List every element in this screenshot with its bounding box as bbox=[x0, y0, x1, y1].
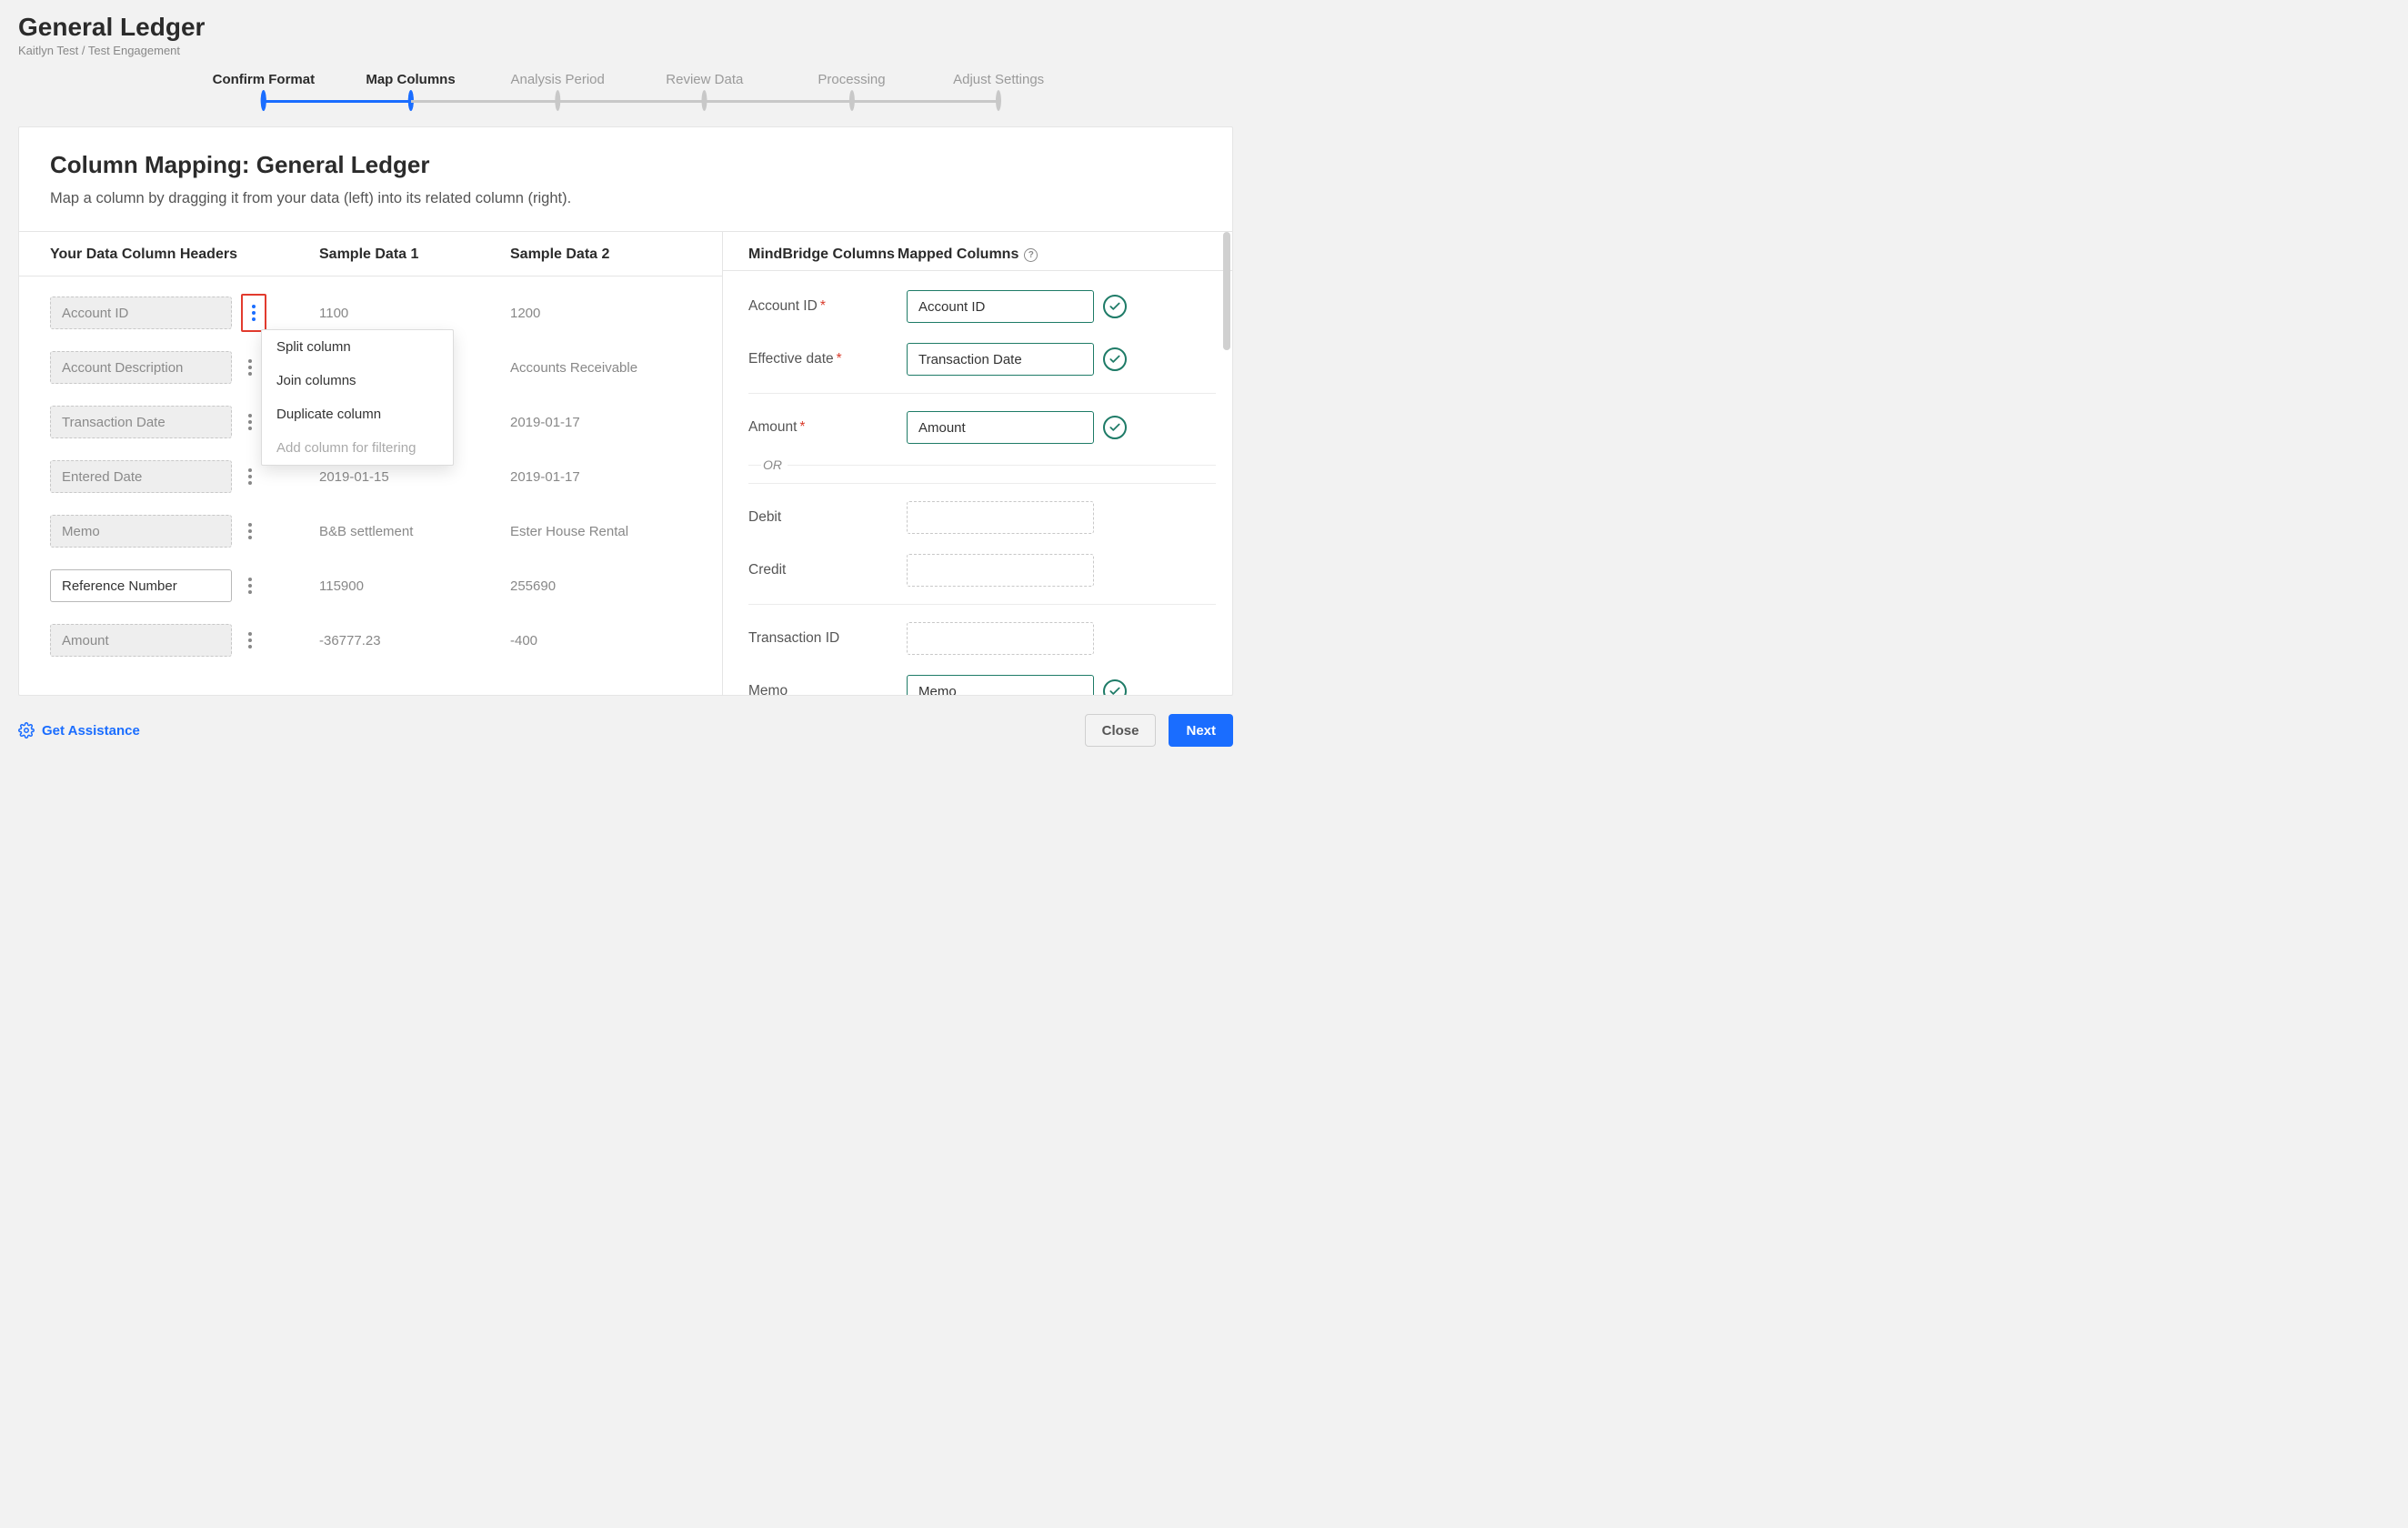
menu-item-split-column[interactable]: Split column bbox=[262, 330, 453, 364]
mapped-column-dropzone[interactable]: Amount bbox=[907, 411, 1094, 444]
sample-data-2: Accounts Receivable bbox=[510, 360, 691, 376]
mapping-row: Amount* Amount bbox=[748, 401, 1216, 454]
get-assistance-label: Get Assistance bbox=[42, 723, 140, 739]
mindbridge-column-label: Effective date* bbox=[748, 351, 898, 367]
mapping-row: Credit bbox=[748, 544, 1216, 597]
sample-data-1: -36777.23 bbox=[319, 633, 499, 648]
step-review-data[interactable]: Review Data bbox=[666, 72, 743, 108]
divider bbox=[748, 393, 1216, 394]
menu-item-join-columns[interactable]: Join columns bbox=[262, 364, 453, 397]
column-options-menu: Split columnJoin columnsDuplicate column… bbox=[261, 329, 454, 466]
mapping-row: Memo Memo bbox=[748, 665, 1216, 695]
source-column-chip[interactable]: Transaction Date bbox=[50, 406, 232, 438]
close-button[interactable]: Close bbox=[1085, 714, 1157, 747]
source-row: Reference Number 115900 255690 bbox=[50, 558, 691, 613]
right-panel: MindBridge Columns Mapped Columns ? Acco… bbox=[723, 232, 1232, 695]
scrollbar[interactable] bbox=[1223, 232, 1230, 695]
menu-item-add-column-for-filtering: Add column for filtering bbox=[262, 431, 453, 465]
required-asterisk: * bbox=[820, 298, 826, 314]
help-icon[interactable]: ? bbox=[1024, 248, 1038, 262]
main-card: Column Mapping: General Ledger Map a col… bbox=[18, 126, 1233, 696]
step-processing[interactable]: Processing bbox=[818, 72, 885, 108]
menu-item-duplicate-column[interactable]: Duplicate column bbox=[262, 397, 453, 431]
sample-data-2: 2019-01-17 bbox=[510, 415, 691, 430]
step-adjust-settings[interactable]: Adjust Settings bbox=[953, 72, 1044, 108]
left-panel: Your Data Column Headers Sample Data 1 S… bbox=[19, 232, 723, 695]
get-assistance-link[interactable]: Get Assistance bbox=[18, 722, 140, 739]
card-title: Column Mapping: General Ledger bbox=[50, 151, 1201, 179]
step-confirm-format[interactable]: Confirm Format bbox=[213, 72, 316, 108]
sample-data-1: 115900 bbox=[319, 578, 499, 594]
or-separator: OR bbox=[748, 454, 1216, 476]
check-icon bbox=[1103, 679, 1127, 695]
left-heading-sample2: Sample Data 2 bbox=[510, 246, 691, 263]
mapped-column-dropzone[interactable]: Transaction Date bbox=[907, 343, 1094, 376]
mapped-column-dropzone[interactable] bbox=[907, 501, 1094, 534]
step-label: Adjust Settings bbox=[953, 72, 1044, 87]
divider bbox=[748, 604, 1216, 605]
mapping-row: Effective date* Transaction Date bbox=[748, 333, 1216, 386]
gear-icon bbox=[18, 722, 35, 739]
column-options-kebab-icon[interactable] bbox=[245, 299, 263, 327]
column-options-kebab-icon[interactable] bbox=[241, 627, 259, 654]
column-options-kebab-icon[interactable] bbox=[241, 572, 259, 599]
step-label: Processing bbox=[818, 72, 885, 87]
page-title: General Ledger bbox=[18, 13, 1233, 42]
check-icon bbox=[1103, 295, 1127, 318]
check-icon bbox=[1103, 347, 1127, 371]
divider bbox=[748, 483, 1216, 484]
column-options-kebab-icon[interactable] bbox=[241, 354, 259, 381]
source-column-chip[interactable]: Account ID bbox=[50, 297, 232, 329]
sample-data-2: 1200 bbox=[510, 306, 691, 321]
right-heading-col2: Mapped Columns bbox=[898, 246, 1018, 263]
mapping-row: Debit bbox=[748, 491, 1216, 544]
sample-data-2: 2019-01-17 bbox=[510, 469, 691, 485]
mapped-column-dropzone[interactable]: Account ID bbox=[907, 290, 1094, 323]
source-column-chip[interactable]: Account Description bbox=[50, 351, 232, 384]
step-label: Confirm Format bbox=[213, 72, 316, 87]
column-options-kebab-icon[interactable] bbox=[241, 518, 259, 545]
sample-data-2: Ester House Rental bbox=[510, 524, 691, 539]
mindbridge-column-label: Amount* bbox=[748, 419, 898, 436]
column-options-kebab-icon[interactable] bbox=[241, 463, 259, 490]
step-label: Map Columns bbox=[366, 72, 455, 87]
mindbridge-column-label: Account ID* bbox=[748, 298, 898, 315]
source-row: Memo B&B settlement Ester House Rental bbox=[50, 504, 691, 558]
mapping-row: Account ID* Account ID bbox=[748, 280, 1216, 333]
source-column-chip[interactable]: Reference Number bbox=[50, 569, 232, 602]
left-heading-headers: Your Data Column Headers bbox=[50, 246, 308, 263]
mindbridge-column-label: Transaction ID bbox=[748, 630, 898, 647]
step-analysis-period[interactable]: Analysis Period bbox=[510, 72, 604, 108]
mindbridge-column-label: Memo bbox=[748, 683, 898, 695]
check-icon bbox=[1103, 416, 1127, 439]
sample-data-2: -400 bbox=[510, 633, 691, 648]
sample-data-1: 1100 bbox=[319, 306, 499, 321]
required-asterisk: * bbox=[799, 419, 805, 435]
step-label: Analysis Period bbox=[510, 72, 604, 87]
source-column-chip[interactable]: Amount bbox=[50, 624, 232, 657]
required-asterisk: * bbox=[837, 351, 842, 367]
sample-data-2: 255690 bbox=[510, 578, 691, 594]
mapping-row: Transaction ID bbox=[748, 612, 1216, 665]
source-row: Amount -36777.23 -400 bbox=[50, 613, 691, 668]
sample-data-1: 2019-01-15 bbox=[319, 469, 499, 485]
mapped-column-dropzone[interactable] bbox=[907, 554, 1094, 587]
step-label: Review Data bbox=[666, 72, 743, 87]
breadcrumb: Kaitlyn Test / Test Engagement bbox=[18, 44, 1233, 57]
source-column-chip[interactable]: Entered Date bbox=[50, 460, 232, 493]
mindbridge-column-label: Credit bbox=[748, 562, 898, 578]
next-button[interactable]: Next bbox=[1169, 714, 1233, 747]
right-heading-col1: MindBridge Columns bbox=[748, 246, 898, 263]
card-subtitle: Map a column by dragging it from your da… bbox=[50, 190, 1201, 207]
source-column-chip[interactable]: Memo bbox=[50, 515, 232, 548]
left-heading-sample1: Sample Data 1 bbox=[319, 246, 499, 263]
stepper: Confirm Format Map Columns Analysis Period… bbox=[18, 72, 1233, 106]
mapped-column-dropzone[interactable]: Memo bbox=[907, 675, 1094, 695]
mapped-column-dropzone[interactable] bbox=[907, 622, 1094, 655]
mindbridge-column-label: Debit bbox=[748, 509, 898, 526]
step-map-columns[interactable]: Map Columns bbox=[366, 72, 455, 108]
sample-data-1: B&B settlement bbox=[319, 524, 499, 539]
column-options-kebab-icon[interactable] bbox=[241, 408, 259, 436]
